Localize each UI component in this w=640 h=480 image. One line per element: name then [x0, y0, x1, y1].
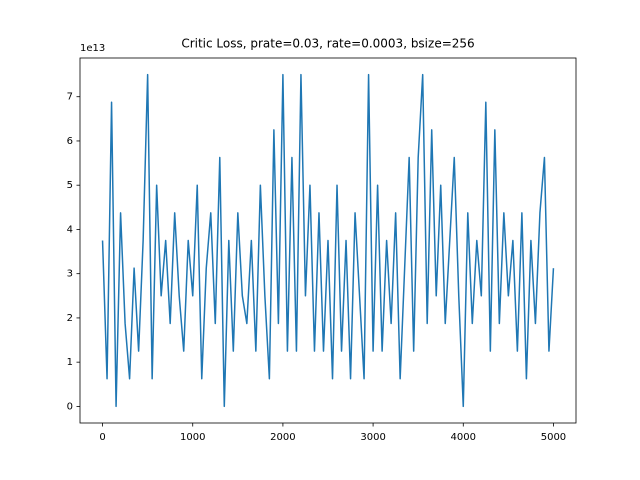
y-tick-label: 0 [67, 401, 73, 412]
x-tick-label: 4000 [451, 432, 476, 443]
y-tick-label: 7 [67, 92, 73, 103]
y-tick-label: 3 [67, 269, 73, 280]
y-tick-label: 6 [67, 136, 73, 147]
x-tick-label: 5000 [541, 432, 566, 443]
y-offset-label: 1e13 [80, 43, 105, 54]
y-tick-label: 5 [67, 180, 73, 191]
plot-frame [79, 57, 577, 424]
data-line [101, 73, 555, 408]
y-tick-label: 2 [67, 313, 73, 324]
x-tick-label: 3000 [360, 432, 385, 443]
x-tick-label: 0 [99, 432, 105, 443]
y-tick-label: 1 [67, 357, 73, 368]
y-tick-label: 4 [67, 224, 73, 235]
x-tick-label: 2000 [270, 432, 295, 443]
chart-title: Critic Loss, prate=0.03, rate=0.0003, bs… [181, 37, 474, 51]
x-tick-label: 1000 [180, 432, 205, 443]
